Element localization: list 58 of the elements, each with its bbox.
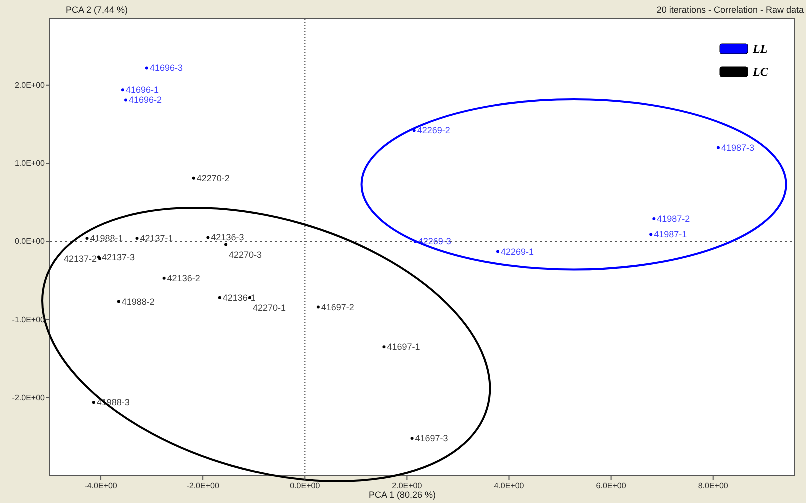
x-tick-label: 2.0E+00 (392, 482, 423, 490)
point (218, 296, 222, 300)
legend-label: LL (752, 42, 768, 56)
data-label: 42270-3 (229, 250, 262, 260)
point (316, 306, 320, 309)
data-label: 41697-2 (321, 302, 354, 312)
data-label: 42269-1 (501, 246, 534, 257)
data-label: 42269-3 (418, 236, 452, 247)
point (121, 88, 124, 92)
y-tick-label: -2.0E+00 (12, 393, 46, 402)
data-label: 42270-1 (253, 302, 286, 313)
data-label: 41696-1 (126, 85, 159, 96)
point (716, 146, 720, 150)
text: 20 iterations - Correlation - Raw data (656, 5, 804, 15)
point (224, 243, 228, 246)
x-tick-label: -4.0E+00 (84, 482, 118, 490)
y-tick-label: 0.0E+00 (14, 237, 46, 246)
point (652, 217, 656, 220)
point (124, 98, 128, 102)
data-label: 41697-1 (387, 342, 420, 352)
x-tick-label: 0.0E+00 (290, 482, 321, 490)
point (192, 176, 196, 180)
point (410, 437, 414, 440)
data-label: 41987-1 (654, 230, 688, 240)
point (162, 276, 166, 280)
data-label: 42136-2 (167, 273, 200, 284)
point (92, 401, 96, 404)
data-label: 42269-2 (417, 126, 450, 136)
x-tick-label: 6.0E+00 (596, 482, 627, 490)
data-label: 42270-2 (196, 173, 230, 184)
data-label: 42136-1 (222, 292, 256, 303)
y-tick-label: 2.0E+00 (14, 80, 46, 90)
data-label: 42137-2 (64, 254, 98, 264)
data-label: 41987-3 (721, 142, 754, 153)
point (86, 237, 89, 240)
point (206, 236, 210, 240)
data-label: 41987-2 (657, 214, 690, 224)
data-label: 41988-2 (122, 296, 155, 307)
x-axis-title: PCA 1 (80,26 %) (368, 490, 436, 500)
data-label: 42137-1 (140, 234, 174, 244)
data-label: 42136-3 (211, 232, 244, 243)
data-label: 41696-2 (129, 95, 162, 106)
y-axis-title: PCA 2 (7,44 %) (66, 5, 128, 15)
point (117, 300, 120, 304)
point (650, 233, 653, 236)
point (136, 237, 139, 240)
point (496, 250, 500, 254)
point (145, 66, 148, 70)
x-tick-label: 4.0E+00 (494, 482, 525, 490)
data-label: 42137-3 (102, 252, 136, 262)
x-tick-label: 8.0E+00 (698, 482, 729, 490)
data-label: 41696-3 (150, 63, 183, 74)
x-tick-label: -2.0E+00 (186, 482, 220, 490)
data-label: 41697-3 (415, 434, 448, 444)
legend-label: LC (752, 65, 770, 79)
y-tick-label: 1.0E+00 (14, 159, 46, 168)
point (382, 346, 386, 349)
data-label: 41988-1 (90, 234, 124, 244)
